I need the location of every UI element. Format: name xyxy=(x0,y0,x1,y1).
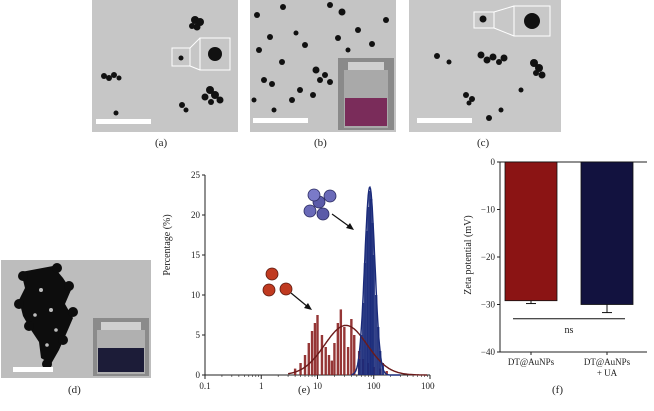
zeta-x-tick-label: DT@AuNPs xyxy=(584,357,631,367)
dls-x-tick-label: 10 xyxy=(313,381,323,391)
dls-bar xyxy=(336,323,340,375)
dls-bar xyxy=(378,351,382,375)
zeta-bar xyxy=(580,161,634,305)
dls-bar xyxy=(303,355,307,375)
zeta-bars xyxy=(504,161,634,320)
tem-d-svg xyxy=(1,260,151,378)
dls-bar xyxy=(369,199,373,375)
dls-fit-line xyxy=(351,185,401,376)
panel-label-c: (c) xyxy=(477,137,490,149)
arrow-blue-head-icon xyxy=(346,223,354,230)
dls-bar xyxy=(368,191,371,375)
dls-x-tick-label: 0.1 xyxy=(199,381,210,391)
dls-bar xyxy=(353,335,356,375)
tem-b-svg xyxy=(250,0,396,132)
dls-y-tick-label: 10 xyxy=(191,290,201,300)
dls-bar xyxy=(339,309,343,375)
tem-c-svg xyxy=(409,0,561,132)
arrow-blue xyxy=(331,213,351,228)
panel-label-b: (b) xyxy=(314,137,327,149)
dls-x-tick-label: 1 xyxy=(259,381,264,391)
dls-y-tick-label: 0 xyxy=(196,370,201,380)
dls-bar xyxy=(371,223,374,375)
dls-bar xyxy=(333,343,336,375)
dls-bar xyxy=(343,327,346,375)
dls-y-tick-label: 15 xyxy=(191,250,201,260)
panel-label-d: (d) xyxy=(68,384,81,396)
dls-x-tick-label: 1000 xyxy=(421,381,435,391)
dls-bar xyxy=(307,343,310,375)
dls-bar xyxy=(310,331,314,375)
tem-image-b xyxy=(250,0,396,132)
dls-bar xyxy=(320,335,324,375)
dls-bar xyxy=(350,319,353,375)
zeta-y-tick-label: −10 xyxy=(481,205,496,215)
dls-bar xyxy=(377,327,380,375)
dls-y-tick-label: 5 xyxy=(196,330,201,340)
zeta-y-tick-label: 0 xyxy=(491,157,496,167)
tem-a-svg xyxy=(92,0,238,132)
significance-label: ns xyxy=(565,325,574,336)
dls-y-axis-label: Percentage (%) xyxy=(162,214,173,275)
zeta-y-tick-label: −30 xyxy=(481,300,496,310)
dls-x-tick-label: 100 xyxy=(367,381,381,391)
dls-bar xyxy=(372,255,375,375)
dls-bar xyxy=(346,347,350,375)
zeta-x-tick-label: + UA xyxy=(597,368,618,378)
arrow-red-head-icon xyxy=(304,303,312,310)
dispersed-spheres-icon xyxy=(262,267,293,297)
dls-bar xyxy=(365,231,368,375)
dls-bar xyxy=(385,371,388,375)
dls-bars xyxy=(293,191,388,375)
dls-bar xyxy=(357,359,361,375)
aggregate-spheres-icon xyxy=(303,188,337,221)
dls-bar xyxy=(330,360,334,375)
zeta-x-tick-label: DT@AuNPs xyxy=(508,357,555,367)
panel-label-e: (e) xyxy=(298,384,311,396)
dls-bar xyxy=(316,315,319,375)
panel-label-f: (f) xyxy=(552,384,563,396)
zeta-bar xyxy=(504,161,558,302)
tem-image-c xyxy=(409,0,561,132)
dls-bar xyxy=(324,347,327,375)
dls-bar xyxy=(327,355,331,375)
arrow-red xyxy=(290,292,309,308)
dls-chart: 0 5 10 15 20 25 0.1 1 10 100 1000 Percentage (%) xyxy=(162,170,435,391)
dls-bar xyxy=(367,207,370,375)
dls-fit-curves xyxy=(287,185,427,376)
dls-bar xyxy=(363,263,367,375)
zeta-y-tick-label: −40 xyxy=(481,347,496,357)
dls-y-tick-label: 25 xyxy=(191,170,201,180)
dls-bar xyxy=(360,335,363,375)
tem-image-d xyxy=(1,260,151,378)
tem-image-a xyxy=(92,0,238,132)
dls-bar xyxy=(374,295,378,375)
dls-fit-line xyxy=(287,324,427,376)
panel-label-a: (a) xyxy=(155,137,168,149)
zeta-y-axis-label: Zeta potential (mV) xyxy=(463,215,474,294)
dls-y-tick-label: 20 xyxy=(191,210,201,220)
dls-bar xyxy=(313,323,317,375)
zeta-y-tick-label: −20 xyxy=(481,252,496,262)
